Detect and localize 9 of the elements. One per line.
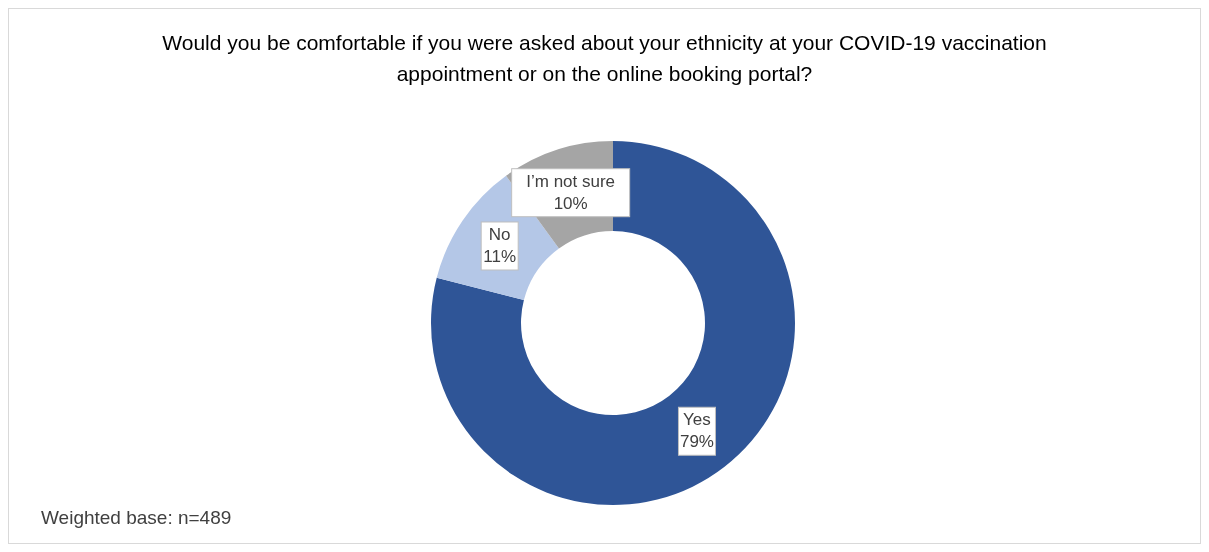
text: Weighted base: n=489 xyxy=(41,507,232,529)
donut-slice xyxy=(431,141,795,505)
slice-label: Yes xyxy=(683,410,711,430)
slice-label: No xyxy=(488,224,511,244)
data-label: 10% xyxy=(553,193,588,213)
chart-title: Would you be comfortable if you were asked about your ethnicity at your COVID-19 vaccination appointment or on the online booking portal? xyxy=(161,30,1048,87)
slice-label: I’m not sure xyxy=(526,171,616,191)
data-label: 11% xyxy=(483,246,517,266)
data-label: 79% xyxy=(679,432,714,452)
